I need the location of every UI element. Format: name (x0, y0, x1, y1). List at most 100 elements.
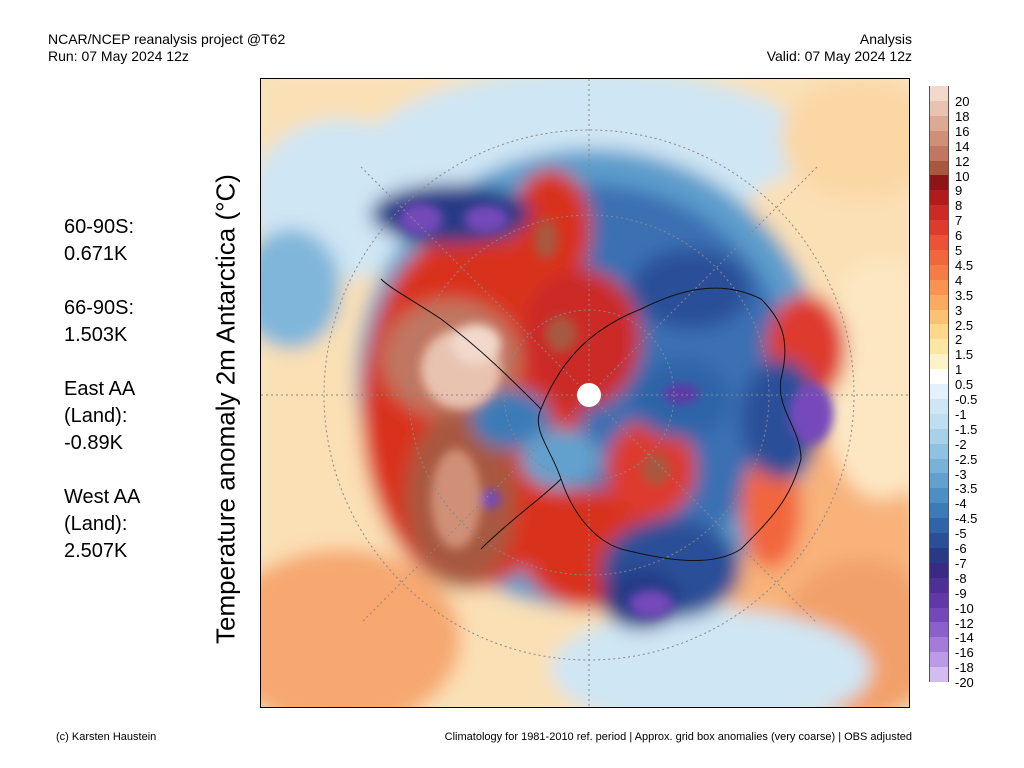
coastline (380, 278, 802, 562)
polar-map-svg (261, 79, 909, 707)
colorbar-tick-label: -1 (955, 406, 967, 422)
anomaly-cores (399, 203, 833, 618)
footer-note: Climatology for 1981-2010 ref. period | … (444, 731, 912, 743)
colorbar-segment (929, 86, 949, 102)
colorbar-segment (929, 622, 949, 638)
valid-time: Valid: 07 May 2024 12z (766, 48, 912, 64)
colorbar-tick-label: 8 (955, 198, 963, 214)
colorbar-segment (929, 384, 949, 400)
colorbar-tick-label: 0.5 (955, 377, 974, 393)
colorbar-tick-label: 3 (955, 302, 963, 318)
header-right: Analysis Valid: 07 May 2024 12z (767, 31, 912, 65)
colorbar-tick-label: -4 (955, 496, 967, 512)
colorbar-tick-label: -0.5 (955, 392, 978, 407)
colorbar-segment (929, 443, 949, 459)
colorbar-tick-label: -1.5 (955, 421, 978, 437)
colorbar-segment (929, 428, 949, 445)
colorbar-tick-label: -7 (955, 555, 967, 571)
run-time: Run: 07 May 2024 12z (48, 48, 189, 64)
colorbar-tick-label: 7 (955, 213, 963, 229)
colorbar-tick-label: 14 (955, 138, 970, 154)
colorbar-axis-label: Temperature anomaly 2m Antarctica (°C) (210, 174, 241, 644)
colorbar-segment (929, 100, 949, 117)
colorbar-segment (929, 160, 949, 176)
colorbar-segment (929, 324, 949, 340)
colorbar-segment (929, 667, 949, 683)
colorbar-segment (929, 458, 949, 474)
colorbar-segment (929, 398, 949, 415)
colorbar-tick-label: 6 (955, 228, 963, 244)
colorbar-segment (929, 562, 949, 579)
colorbar-segment (929, 473, 949, 489)
colorbar-tick-label: 2.5 (955, 317, 974, 333)
stat-66-90s: 66-90S: 1.503K (64, 297, 135, 346)
colorbar-segment (929, 309, 949, 325)
regional-stats: 60-90S: 0.671K 66-90S: 1.503K East AA (L… (64, 214, 140, 592)
colorbar-segment (929, 294, 949, 310)
colorbar-tick-label: -10 (955, 600, 974, 616)
colorbar-segment (929, 279, 949, 296)
colorbar-segment (929, 369, 949, 385)
stat-west-aa: West AA (Land): 2.507K (64, 486, 141, 562)
colorbar-tick-label: 5 (955, 243, 963, 258)
colorbar-tick-label: -2.5 (955, 451, 978, 467)
colorbar-segment (929, 592, 949, 608)
colorbar-tick-label: 9 (955, 183, 963, 199)
colorbar-segment (929, 190, 949, 206)
stat-60-90s: 60-90S: 0.671K (64, 216, 135, 265)
stat-east-aa: East AA (Land): -0.89K (64, 378, 136, 454)
colorbar-tick-label: 12 (955, 153, 970, 169)
colorbar-segment (929, 577, 949, 594)
colorbar-segment (929, 130, 949, 147)
header-left: NCAR/NCEP reanalysis project @T62 Run: 0… (48, 31, 285, 65)
colorbar-tick-label: 1 (955, 362, 963, 378)
analysis-label: Analysis (859, 31, 912, 47)
colorbar-segment (929, 533, 949, 549)
colorbar-tick-label: -5 (955, 526, 967, 542)
colorbar-tick-label: 20 (955, 94, 970, 109)
colorbar-segment (929, 339, 949, 355)
colorbar-tick-label: 16 (955, 123, 970, 139)
footer-credit: (c) Karsten Haustein (56, 731, 157, 743)
colorbar-segment (929, 607, 949, 623)
colorbar-segment (929, 413, 949, 430)
colorbar-segment (929, 652, 949, 668)
colorbar-tick-label: -14 (955, 630, 974, 646)
colorbar-segment (929, 488, 949, 504)
model-title: NCAR/NCEP reanalysis project @T62 (48, 31, 286, 47)
colorbar-segment (929, 547, 949, 564)
colorbar-segment (929, 503, 949, 519)
colorbar-tick-label: 18 (955, 108, 970, 124)
anomaly-field (261, 79, 909, 707)
colorbar-tick-label: -4.5 (955, 511, 978, 527)
colorbar-segment (929, 518, 949, 534)
colorbar-segment (929, 235, 949, 251)
colorbar-segment (929, 249, 949, 266)
colorbar-segment (929, 637, 949, 653)
colorbar-segment (929, 354, 949, 370)
colorbar-tick-label: -2 (955, 436, 967, 452)
colorbar-tick-label: -16 (955, 645, 974, 661)
colorbar-tick-label: -3.5 (955, 481, 978, 497)
colorbar-tick-label: 10 (955, 168, 970, 184)
pole-mask (577, 383, 601, 407)
colorbar-tick-label: -6 (955, 541, 967, 556)
colorbar-tick-label: 1.5 (955, 347, 974, 363)
colorbar-segment (929, 145, 949, 161)
colorbar-tick-label: -12 (955, 615, 974, 631)
colorbar-tick-label: 3.5 (955, 287, 974, 303)
colorbar-segment (929, 115, 949, 132)
colorbar-segment (929, 205, 949, 221)
colorbar-tick-label: -20 (955, 675, 974, 691)
colorbar-tick-label: 2 (955, 332, 963, 348)
colorbar-segment (929, 220, 949, 236)
colorbar-tick-label: 4.5 (955, 257, 974, 273)
colorbar-tick-label: -8 (955, 570, 967, 586)
anomaly-map[interactable] (260, 78, 910, 708)
colorbar-segment (929, 175, 949, 191)
colorbar-segment (929, 264, 949, 281)
colorbar-tick-label: 4 (955, 272, 963, 288)
colorbar-tick-label: -9 (955, 585, 967, 601)
colorbar-tick-label: -3 (955, 466, 967, 482)
colorbar-tick-label: -18 (955, 660, 974, 676)
